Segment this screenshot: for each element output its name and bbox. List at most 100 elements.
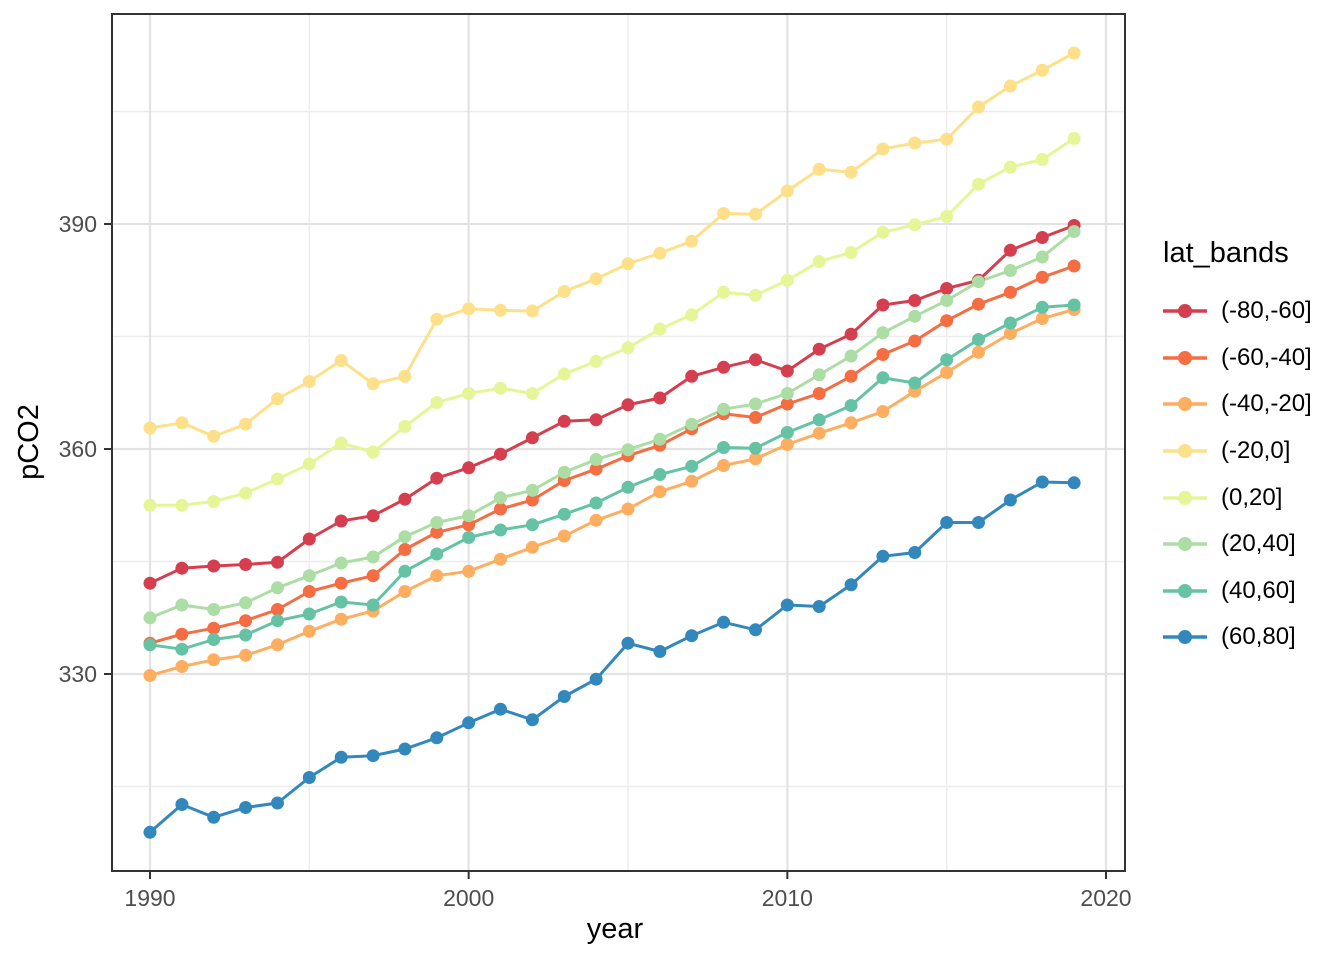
data-point bbox=[271, 796, 284, 810]
data-point bbox=[271, 392, 284, 406]
data-point bbox=[525, 387, 539, 400]
data-point bbox=[207, 621, 221, 635]
data-point bbox=[1067, 298, 1081, 312]
data-point bbox=[653, 322, 667, 336]
data-point bbox=[717, 402, 731, 416]
data-point bbox=[398, 742, 412, 756]
data-point bbox=[462, 564, 476, 578]
data-point bbox=[685, 308, 699, 322]
data-point bbox=[908, 334, 922, 348]
legend-item-label: (20,40] bbox=[1221, 530, 1296, 558]
data-point bbox=[239, 614, 253, 628]
data-point bbox=[908, 376, 922, 390]
data-point bbox=[207, 495, 221, 508]
data-point bbox=[334, 576, 348, 590]
data-point bbox=[525, 304, 539, 318]
data-point bbox=[685, 369, 699, 383]
data-point bbox=[749, 623, 762, 637]
data-point bbox=[844, 578, 858, 592]
data-point bbox=[1003, 285, 1017, 299]
data-point bbox=[940, 314, 954, 328]
data-point bbox=[685, 474, 699, 488]
data-point bbox=[143, 611, 157, 625]
legend-key-icon bbox=[1163, 630, 1207, 645]
data-point bbox=[972, 516, 985, 529]
data-point bbox=[940, 132, 954, 146]
data-point bbox=[621, 398, 635, 412]
data-point bbox=[398, 420, 412, 433]
data-point bbox=[876, 326, 890, 340]
data-point bbox=[175, 642, 189, 656]
data-point bbox=[653, 391, 667, 405]
data-point bbox=[1067, 476, 1081, 490]
data-point bbox=[908, 309, 922, 323]
data-point bbox=[430, 312, 444, 326]
data-point bbox=[207, 653, 221, 667]
data-point bbox=[685, 459, 699, 473]
series-point-group bbox=[143, 475, 1081, 839]
series-point-group bbox=[143, 219, 1081, 590]
data-point bbox=[143, 825, 157, 839]
data-point bbox=[430, 525, 444, 539]
data-point bbox=[908, 546, 922, 559]
data-point bbox=[494, 447, 507, 461]
data-point bbox=[940, 516, 954, 529]
data-point bbox=[239, 558, 253, 571]
data-point bbox=[812, 162, 826, 176]
x-tick-label: 2000 bbox=[443, 885, 494, 911]
data-point bbox=[972, 275, 985, 289]
data-point bbox=[207, 603, 221, 616]
data-point bbox=[398, 585, 412, 598]
data-point bbox=[876, 225, 890, 239]
data-point bbox=[972, 333, 985, 346]
data-point bbox=[302, 624, 316, 638]
legend-item: (40,60] bbox=[1163, 567, 1341, 614]
legend-item-label: (-40,-20] bbox=[1221, 390, 1312, 418]
data-point bbox=[175, 498, 189, 512]
data-point bbox=[239, 801, 253, 814]
data-point bbox=[430, 471, 444, 485]
data-point bbox=[685, 417, 699, 431]
legend-key-icon bbox=[1163, 397, 1207, 412]
data-point bbox=[1067, 225, 1081, 238]
data-point bbox=[749, 207, 762, 221]
data-point bbox=[143, 576, 157, 590]
data-point bbox=[972, 345, 985, 359]
data-point bbox=[398, 543, 412, 556]
data-point bbox=[844, 349, 858, 363]
data-point bbox=[462, 531, 476, 544]
legend-item: (0,20] bbox=[1163, 474, 1341, 521]
data-point bbox=[589, 672, 603, 686]
data-point bbox=[494, 303, 507, 317]
data-point bbox=[302, 771, 316, 784]
data-point bbox=[462, 461, 476, 475]
data-point bbox=[876, 371, 890, 385]
data-point bbox=[621, 257, 635, 271]
data-point bbox=[812, 600, 826, 613]
data-point bbox=[302, 375, 316, 388]
legend-item-label: (0,20] bbox=[1221, 483, 1283, 511]
data-point bbox=[557, 367, 571, 381]
data-point bbox=[334, 595, 348, 609]
data-point bbox=[972, 297, 985, 311]
legend-key-icon bbox=[1163, 443, 1207, 458]
data-point bbox=[780, 364, 794, 378]
data-point bbox=[749, 353, 762, 367]
data-point bbox=[1003, 243, 1017, 257]
data-point bbox=[749, 411, 762, 424]
data-point bbox=[239, 628, 253, 642]
data-point bbox=[653, 468, 667, 481]
data-point bbox=[494, 491, 507, 505]
data-point bbox=[462, 509, 476, 523]
data-point bbox=[1003, 493, 1017, 507]
legend-item-label: (40,60] bbox=[1221, 576, 1296, 604]
data-point bbox=[366, 509, 380, 523]
legend-title: lat_bands bbox=[1163, 237, 1289, 269]
legend-key-icon bbox=[1163, 583, 1207, 598]
legend: lat_bands (-80,-60] (-60,-40] (-40,-20] (-2… bbox=[1163, 237, 1341, 661]
legend-item-label: (-60,-40] bbox=[1221, 343, 1312, 371]
legend-item: (20,40] bbox=[1163, 521, 1341, 568]
legend-items: (-80,-60] (-60,-40] (-40,-20] (-20,0] (0,20]… bbox=[1163, 288, 1341, 661]
data-point bbox=[557, 690, 571, 703]
